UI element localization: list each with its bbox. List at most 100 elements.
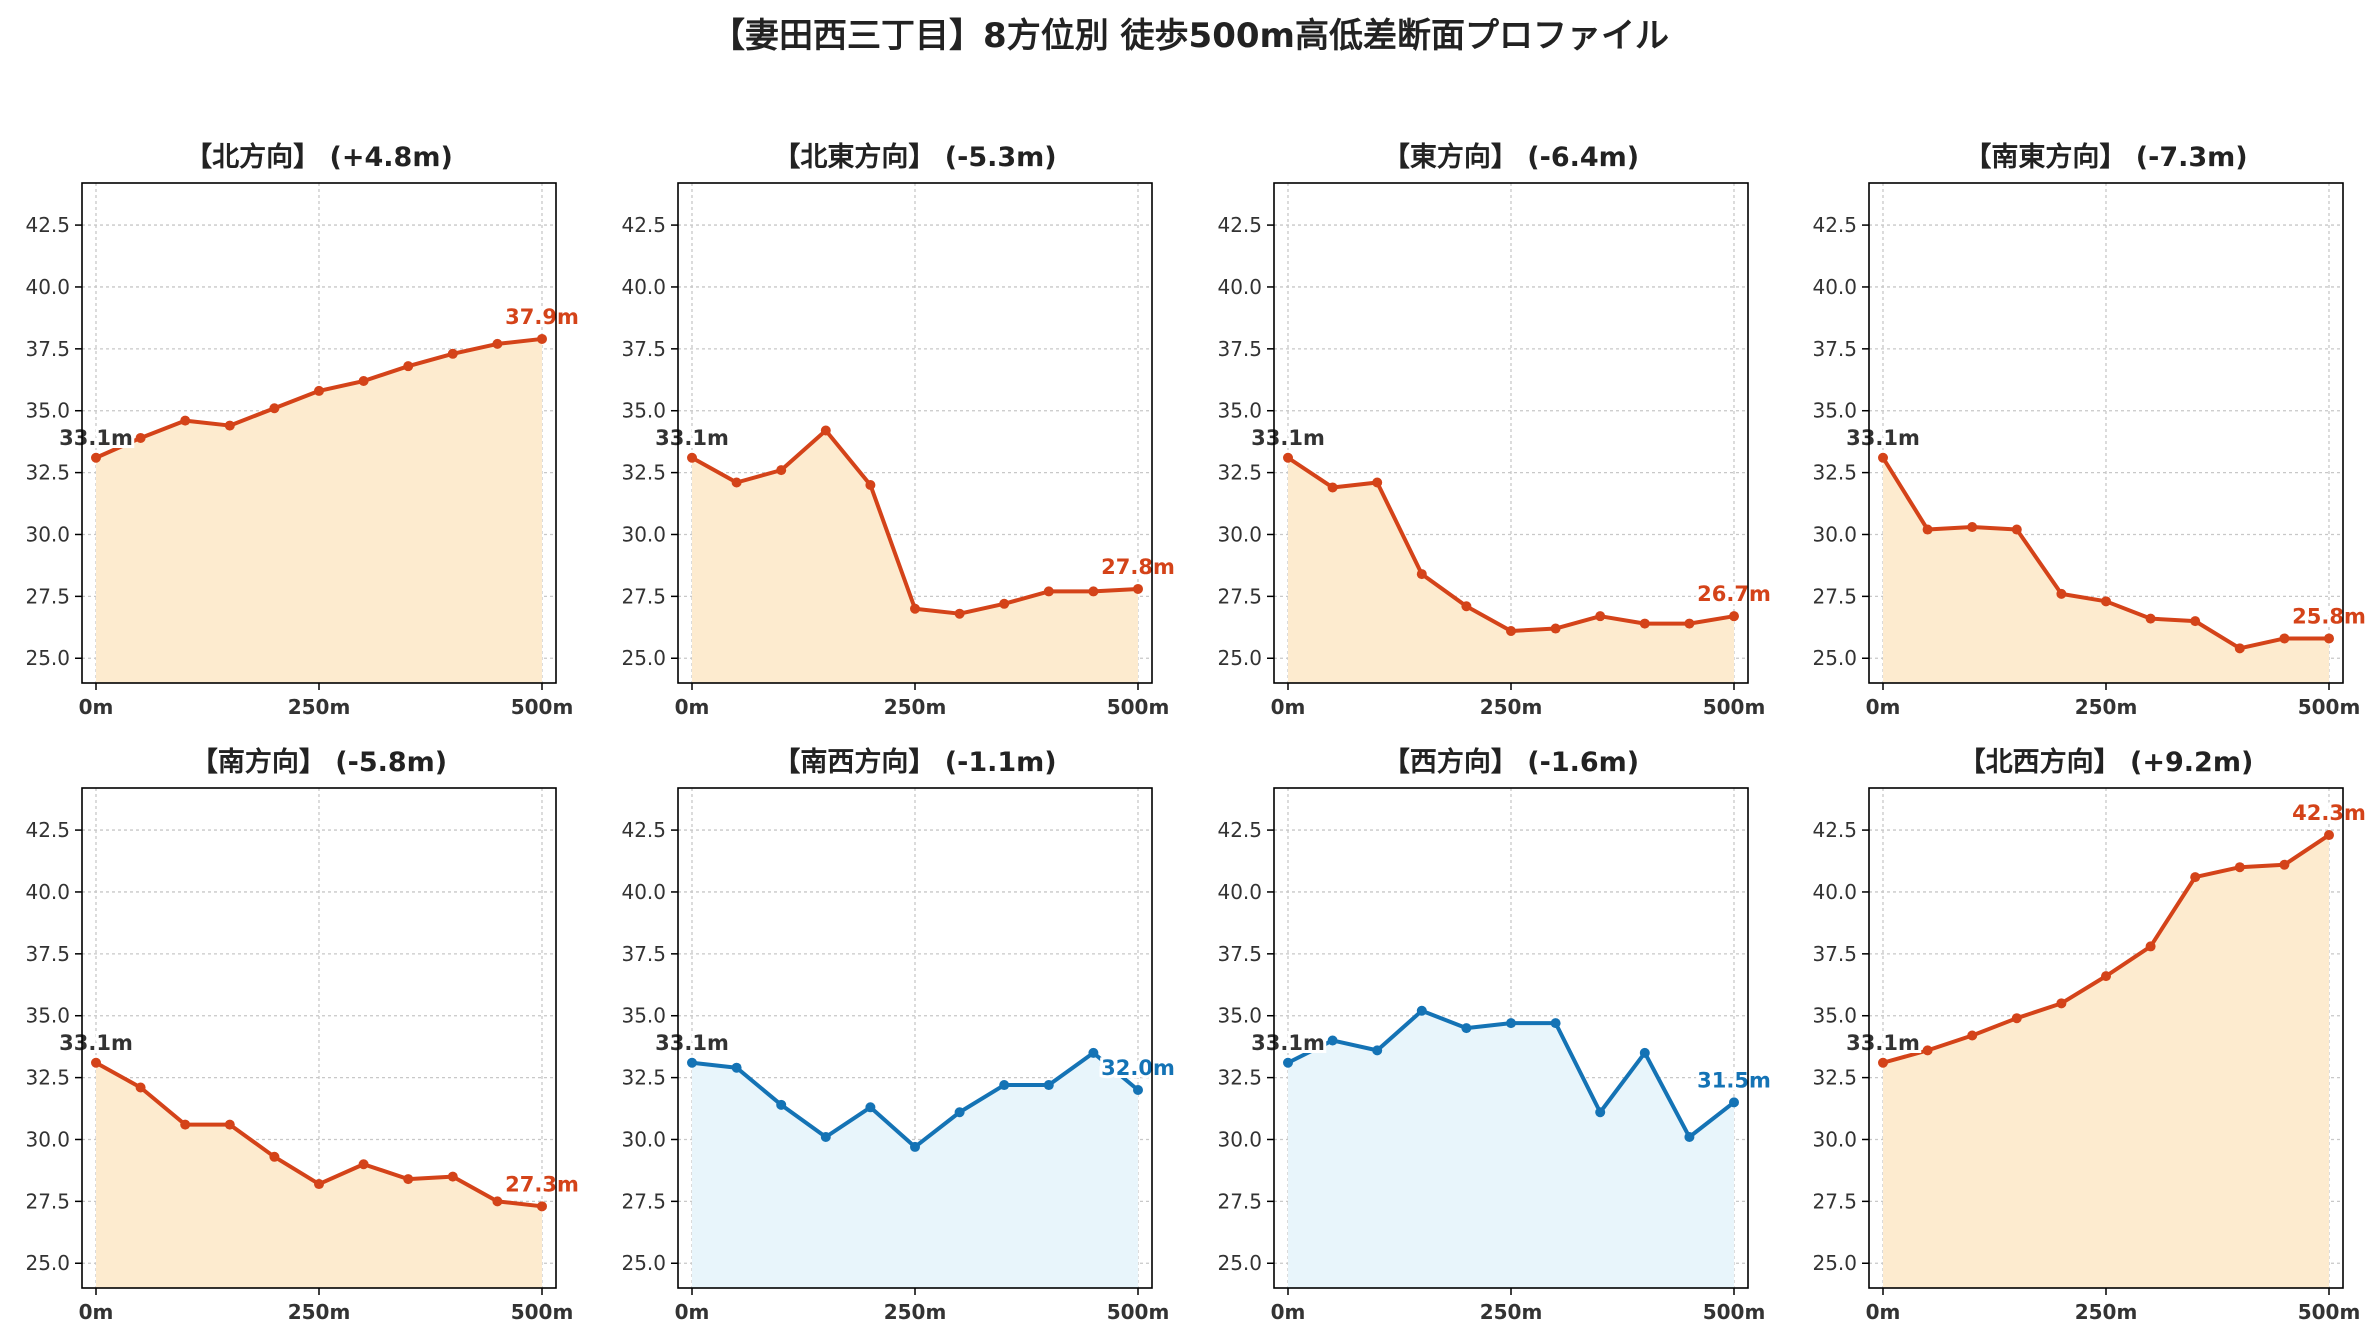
data-point: [1967, 522, 1978, 533]
data-point: [492, 1196, 503, 1207]
profile-chart-3: 33.1m 25.8m 25.0 27.5 30.0 32.5 35.0 37.5 40.0 42…: [1812, 141, 2368, 719]
panel-title: 【西方向】 (-1.6m): [1383, 746, 1639, 778]
y-tick-label: 42.5: [621, 818, 666, 842]
data-point: [2190, 872, 2201, 883]
y-tick-label: 37.5: [25, 337, 70, 361]
start-value-label: 33.1m: [1846, 1031, 1920, 1055]
y-tick-label: 30.0: [621, 522, 666, 546]
data-point: [269, 1151, 280, 1162]
profile-chart-1: 33.1m 27.8m 25.0 27.5 30.0 32.5 35.0 37.5 40.0 42…: [621, 141, 1177, 719]
y-tick-label: 35.0: [621, 399, 666, 423]
data-point: [180, 1119, 191, 1130]
data-point: [687, 452, 697, 463]
data-point: [1506, 626, 1516, 637]
y-tick-label: 37.5: [1217, 942, 1262, 966]
x-tick-label: 500m: [2298, 1300, 2361, 1324]
x-tick-label: 0m: [79, 695, 114, 719]
y-tick-label: 40.0: [25, 880, 70, 904]
y-tick-label: 35.0: [25, 1004, 70, 1028]
y-tick-label: 37.5: [1812, 942, 1857, 966]
profile-chart-5: 33.1m 32.0m 25.0 27.5 30.0 32.5 35.0 37.5 40.0 42…: [621, 746, 1177, 1324]
data-point: [1550, 623, 1561, 634]
x-tick-label: 250m: [2075, 1300, 2138, 1324]
data-point: [537, 333, 547, 344]
data-point: [2190, 616, 2201, 627]
y-tick-label: 40.0: [1812, 880, 1857, 904]
panel-title: 【南方向】 (-5.8m): [191, 746, 447, 778]
y-tick-label: 32.5: [621, 461, 666, 485]
y-tick-label: 25.0: [1217, 646, 1262, 670]
y-tick-label: 30.0: [25, 522, 70, 546]
x-tick-label: 500m: [511, 1300, 574, 1324]
data-point: [1043, 1080, 1054, 1091]
data-point: [447, 1171, 458, 1182]
y-tick-label: 40.0: [621, 880, 666, 904]
data-point: [954, 608, 965, 619]
data-point: [1327, 1035, 1338, 1046]
data-point: [1878, 1057, 1888, 1068]
y-tick-label: 42.5: [1217, 818, 1262, 842]
data-point: [1327, 482, 1338, 493]
data-point: [2234, 862, 2245, 873]
data-point: [1088, 586, 1099, 597]
y-tick-label: 27.5: [1217, 1189, 1262, 1213]
data-point: [731, 1062, 742, 1073]
data-point: [2056, 998, 2067, 1009]
data-point: [999, 1080, 1010, 1091]
y-tick-label: 42.5: [1217, 213, 1262, 237]
data-point: [1639, 1047, 1650, 1058]
end-value-label: 26.7m: [1697, 582, 1771, 606]
start-value-label: 33.1m: [655, 1031, 729, 1055]
data-point: [1372, 1045, 1383, 1056]
y-tick-label: 35.0: [1217, 1004, 1262, 1028]
data-point: [358, 1159, 369, 1170]
profile-chart-6: 33.1m 31.5m 25.0 27.5 30.0 32.5 35.0 37.5 40.0 42…: [1217, 746, 1773, 1324]
data-point: [1088, 1047, 1099, 1058]
end-value-label: 31.5m: [1697, 1068, 1771, 1092]
start-value-label: 33.1m: [1846, 426, 1920, 450]
data-point: [820, 1132, 831, 1143]
x-tick-label: 250m: [884, 695, 947, 719]
data-point: [1967, 1030, 1978, 1041]
data-point: [865, 479, 876, 490]
x-tick-label: 0m: [675, 695, 710, 719]
data-point: [314, 385, 324, 396]
y-tick-label: 25.0: [25, 646, 70, 670]
x-tick-label: 0m: [79, 1300, 114, 1324]
y-tick-label: 35.0: [1217, 399, 1262, 423]
end-value-label: 25.8m: [2292, 604, 2366, 628]
area-fill: [692, 1052, 1138, 1288]
x-tick-label: 0m: [1271, 695, 1306, 719]
data-point: [776, 1099, 787, 1110]
y-tick-label: 27.5: [1812, 584, 1857, 608]
data-point: [1595, 611, 1606, 622]
y-tick-label: 42.5: [25, 818, 70, 842]
y-tick-label: 37.5: [1217, 337, 1262, 361]
end-value-label: 27.8m: [1101, 555, 1175, 579]
data-point: [1595, 1107, 1606, 1118]
data-point: [1283, 452, 1293, 463]
data-point: [1283, 1057, 1293, 1068]
data-point: [1043, 586, 1054, 597]
x-tick-label: 500m: [1107, 695, 1170, 719]
x-tick-label: 0m: [675, 1300, 710, 1324]
data-point: [91, 1057, 101, 1068]
y-tick-label: 25.0: [1812, 1251, 1857, 1275]
data-point: [865, 1102, 876, 1113]
y-tick-label: 37.5: [621, 942, 666, 966]
y-tick-label: 42.5: [1812, 213, 1857, 237]
data-point: [910, 603, 920, 614]
y-tick-label: 30.0: [1812, 1127, 1857, 1151]
profile-chart-0: 33.1m 37.9m 25.0 27.5 30.0 32.5 35.0 37.5 40.0 42…: [25, 141, 581, 719]
data-point: [1461, 601, 1472, 612]
y-tick-label: 32.5: [621, 1066, 666, 1090]
data-point: [2234, 643, 2245, 654]
y-tick-label: 40.0: [1217, 880, 1262, 904]
y-tick-label: 27.5: [1217, 584, 1262, 608]
end-value-label: 27.3m: [505, 1172, 579, 1196]
profile-chart-4: 33.1m 27.3m 25.0 27.5 30.0 32.5 35.0 37.5 40.0 42…: [25, 746, 581, 1324]
data-point: [135, 432, 146, 443]
area-fill: [1288, 1010, 1734, 1288]
y-tick-label: 30.0: [1217, 1127, 1262, 1151]
